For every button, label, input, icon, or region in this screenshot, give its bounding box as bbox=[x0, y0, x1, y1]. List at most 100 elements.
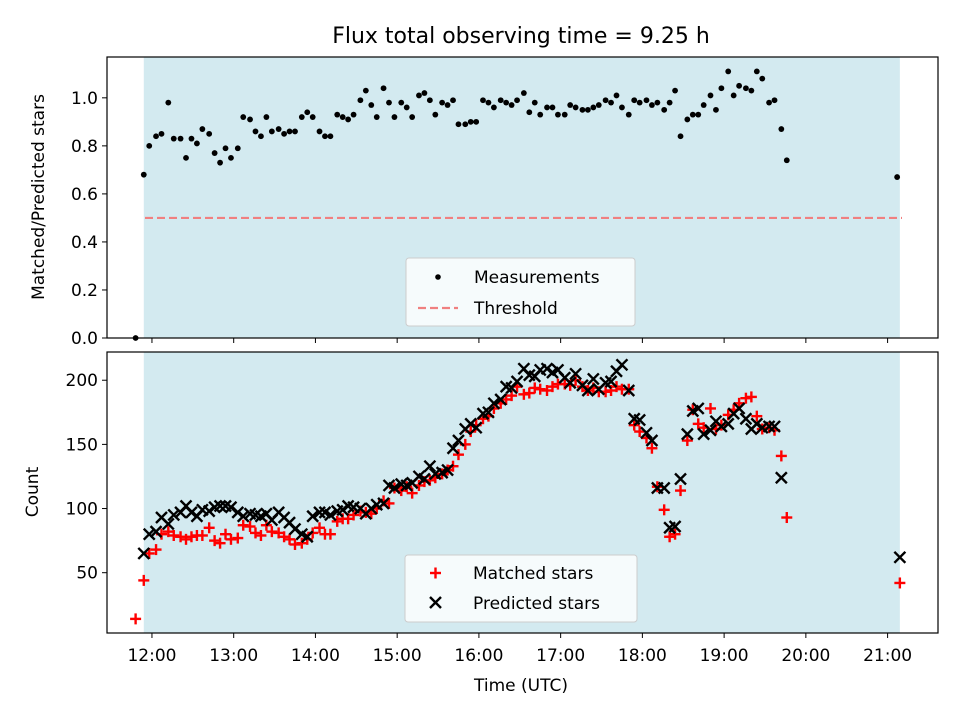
predicted-star-point bbox=[704, 423, 717, 437]
measurement-point bbox=[188, 135, 195, 142]
measurement-point bbox=[368, 102, 375, 108]
matched-star-point bbox=[523, 387, 535, 399]
measurement-point bbox=[555, 111, 561, 118]
measurement-point bbox=[473, 118, 480, 125]
measurement-point bbox=[480, 97, 486, 104]
measurement-point bbox=[783, 157, 790, 164]
bottom-y-axis-label: Count bbox=[23, 466, 43, 517]
predicted-star-point bbox=[680, 427, 694, 441]
measurement-point bbox=[206, 130, 213, 137]
measurement-point bbox=[748, 87, 755, 94]
bottom-y-ticks: 50 100 150 200 bbox=[66, 371, 107, 584]
predicted-star-point bbox=[657, 481, 671, 495]
measurement-point bbox=[275, 126, 282, 132]
measurement-point bbox=[350, 111, 357, 118]
predicted-star-point bbox=[446, 441, 460, 455]
measurement-point bbox=[590, 104, 597, 111]
measurement-point bbox=[146, 142, 153, 149]
predicted-star-point bbox=[452, 434, 465, 447]
predicted-star-point bbox=[149, 525, 163, 538]
x-tick-label: 13:00 bbox=[209, 646, 258, 666]
matched-star-point bbox=[452, 449, 464, 461]
y-tick-label: 100 bbox=[66, 500, 98, 520]
measurement-point bbox=[199, 126, 206, 132]
measurement-point bbox=[357, 97, 364, 104]
measurement-point bbox=[894, 174, 901, 180]
predicted-star-point bbox=[774, 471, 788, 485]
measurement-point bbox=[730, 92, 737, 99]
measurement-point bbox=[689, 111, 696, 118]
measurement-point bbox=[636, 99, 643, 106]
x-tick-label: 17:00 bbox=[536, 646, 585, 666]
measurement-point bbox=[286, 128, 293, 135]
predicted-star-point bbox=[161, 517, 175, 531]
predicted-star-point bbox=[167, 508, 181, 522]
measurement-point bbox=[490, 104, 497, 111]
measurements-legend-label: Measurements bbox=[474, 268, 600, 288]
predicted-star-point bbox=[324, 508, 337, 522]
x-tick-label: 20:00 bbox=[781, 646, 830, 666]
measurement-point bbox=[263, 114, 270, 120]
measurement-point bbox=[450, 97, 456, 104]
measurements-legend-marker bbox=[435, 274, 441, 280]
matched-star-point bbox=[196, 529, 208, 541]
measurement-point bbox=[677, 133, 684, 140]
matched-star-point bbox=[383, 497, 395, 509]
measurement-point bbox=[234, 145, 241, 152]
y-tick-label: 50 bbox=[76, 564, 98, 584]
measurement-point bbox=[567, 102, 574, 108]
measurement-point bbox=[426, 97, 433, 104]
measurement-point bbox=[619, 104, 625, 111]
matched-star-point bbox=[894, 577, 906, 589]
measurement-point bbox=[268, 128, 275, 135]
predicted-star-point bbox=[441, 463, 454, 477]
measurement-point bbox=[444, 102, 451, 108]
matched-star-point bbox=[214, 537, 226, 549]
measurement-point bbox=[743, 85, 749, 92]
measurement-point bbox=[613, 92, 620, 99]
measurement-point bbox=[298, 114, 305, 120]
matched-star-point bbox=[675, 485, 687, 497]
measurement-point bbox=[526, 109, 533, 116]
matched-star-point bbox=[244, 521, 256, 533]
measurement-point bbox=[718, 85, 725, 92]
y-tick-label: 0.6 bbox=[71, 185, 98, 205]
measurement-point bbox=[339, 114, 346, 120]
matched-star-point bbox=[669, 528, 681, 540]
matched-star-point bbox=[658, 504, 670, 516]
top-legend: Measurements Threshold bbox=[405, 257, 636, 327]
predicted-star-point bbox=[645, 434, 659, 447]
top-legend-box bbox=[405, 257, 636, 327]
predicted-star-point bbox=[137, 547, 151, 560]
predicted-star-point bbox=[615, 358, 629, 372]
measurement-point bbox=[334, 111, 341, 118]
predicted-star-point bbox=[388, 481, 401, 495]
measurement-point bbox=[398, 99, 405, 106]
predicted-star-point bbox=[640, 426, 653, 440]
measurement-point bbox=[362, 87, 369, 94]
matched-star-point bbox=[232, 532, 244, 544]
measurement-point bbox=[725, 68, 732, 75]
predicted-star-point bbox=[213, 499, 227, 513]
measurement-point bbox=[380, 85, 387, 92]
measurement-point bbox=[309, 114, 316, 120]
predicted-star-point bbox=[423, 459, 437, 473]
measurement-point bbox=[602, 97, 609, 104]
y-tick-label: 200 bbox=[66, 371, 98, 391]
measurement-point bbox=[240, 114, 247, 120]
matched-star-point bbox=[168, 529, 180, 541]
measurement-point bbox=[759, 75, 766, 82]
measurements-points bbox=[132, 68, 901, 341]
measurement-point bbox=[327, 133, 334, 140]
measurement-point bbox=[222, 145, 229, 152]
measurement-point bbox=[140, 171, 147, 178]
y-tick-label: 0.8 bbox=[71, 137, 98, 157]
matched-star-point bbox=[225, 533, 237, 545]
matched-star-point bbox=[740, 392, 752, 404]
matched-legend-marker bbox=[430, 567, 441, 579]
predicted-star-point bbox=[715, 420, 728, 433]
measurement-point bbox=[625, 111, 632, 118]
measurement-point bbox=[439, 99, 446, 106]
x-tick-label: 21:00 bbox=[863, 646, 912, 666]
